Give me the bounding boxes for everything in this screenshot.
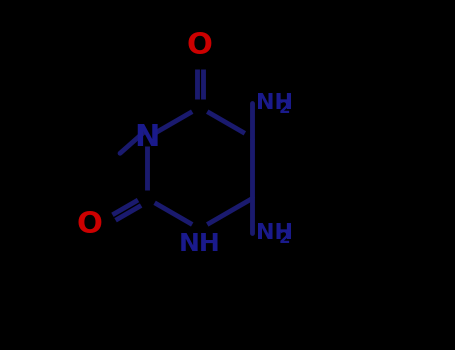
Text: O: O: [77, 210, 103, 239]
Text: 2: 2: [278, 99, 290, 117]
Text: N: N: [134, 123, 160, 152]
Text: NH: NH: [256, 93, 293, 113]
Text: O: O: [187, 32, 212, 61]
Text: NH: NH: [256, 223, 293, 243]
Text: NH: NH: [179, 232, 221, 256]
Text: 2: 2: [278, 229, 290, 247]
